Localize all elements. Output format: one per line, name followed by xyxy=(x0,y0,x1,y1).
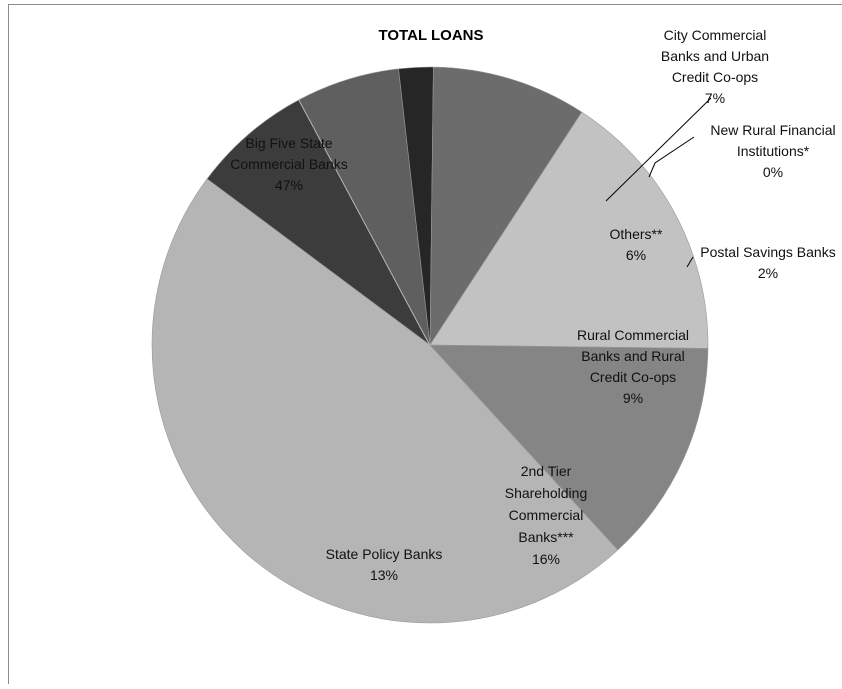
pie-slice-city-commercial xyxy=(206,99,431,346)
slice-label-line: Commercial xyxy=(509,507,584,523)
slice-label-line: Institutions* xyxy=(737,143,810,159)
slice-label-line: Rural Commercial xyxy=(577,327,689,343)
pie-slice-big-five xyxy=(151,178,619,624)
pie-slice-rural-commercial xyxy=(429,66,583,347)
slice-value-label: 16% xyxy=(532,551,560,567)
slice-label-city-commercial: City Commercial Banks and Urban Credit Co-… xyxy=(661,27,769,106)
pie-slice-state-policy xyxy=(429,344,709,551)
slice-label-line: Commercial Banks xyxy=(230,156,347,172)
slice-label-line: Credit Co-ops xyxy=(672,69,758,85)
slice-value-label: 2% xyxy=(758,265,778,281)
slice-value-label: 9% xyxy=(623,390,643,406)
slice-label-rural-commercial: Rural Commercial Banks and Rural Credit Co… xyxy=(577,327,689,406)
slice-label-big-five: Big Five State Commercial Banks 47% xyxy=(230,135,347,193)
leader-line-postal-savings xyxy=(686,256,694,268)
slice-label-second-tier: 2nd Tier Shareholding Commercial Banks*** 16… xyxy=(505,463,588,567)
slice-label-line: Banks*** xyxy=(518,529,574,545)
slice-label-line: Big Five State xyxy=(245,135,332,151)
slice-label-line: State Policy Banks xyxy=(326,546,443,562)
slice-label-line: Others** xyxy=(610,226,663,242)
slice-label-postal-savings: Postal Savings Banks 2% xyxy=(700,244,835,281)
slice-label-new-rural: New Rural Financial Institutions* 0% xyxy=(710,122,835,180)
slice-label-state-policy: State Policy Banks 13% xyxy=(326,546,443,583)
slice-label-line: Banks and Rural xyxy=(581,348,685,364)
chart-title: TOTAL LOANS xyxy=(379,27,484,44)
slice-label-others: Others** 6% xyxy=(610,226,663,263)
slice-value-label: 47% xyxy=(275,177,303,193)
slice-label-line: Credit Co-ops xyxy=(590,369,676,385)
slice-label-line: City Commercial xyxy=(664,27,767,43)
pie-slice-second-tier xyxy=(429,111,709,349)
slice-label-line: Postal Savings Banks xyxy=(700,244,835,260)
slice-label-line: New Rural Financial xyxy=(710,122,835,138)
slice-value-label: 6% xyxy=(626,247,646,263)
slice-value-label: 0% xyxy=(763,164,783,180)
slice-label-line: Banks and Urban xyxy=(661,48,769,64)
slice-label-line: Shareholding xyxy=(505,485,588,501)
leader-lines xyxy=(605,97,712,268)
slice-labels: Big Five State Commercial Banks 47% City Co… xyxy=(230,27,835,583)
leader-line-new-rural xyxy=(648,136,695,178)
pie-slices xyxy=(151,66,709,624)
slice-value-label: 13% xyxy=(370,567,398,583)
slice-label-line: 2nd Tier xyxy=(521,463,572,479)
slice-value-label: 7% xyxy=(705,90,725,106)
leader-line-city-commercial xyxy=(605,97,712,202)
